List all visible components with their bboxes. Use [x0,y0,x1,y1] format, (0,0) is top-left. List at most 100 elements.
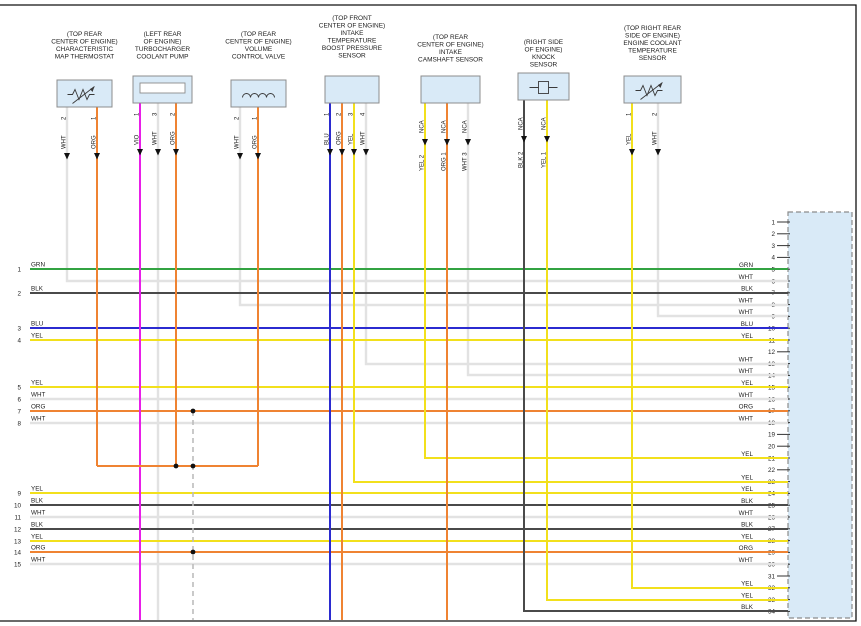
component-location-label: COOLANT PUMP [137,54,189,61]
left-row-number: 14 [14,549,22,556]
left-row-number: 3 [17,325,21,332]
component-location-label: (TOP REAR [433,34,468,41]
connector-wire-color-label: ORG [739,404,753,411]
connector-pin-number: 22 [768,467,776,474]
pin-wire-color-number: YEL 2 [420,154,426,171]
component-box [230,79,287,108]
connector-pin-number: 34 [768,609,776,616]
connector-wire-color-label: WHT [739,297,753,304]
connector-pin-number: 19 [768,432,776,439]
connector-wire-color-label: WHT [739,392,753,399]
pin-number: 3 [349,112,355,116]
coil-symbol [242,93,275,98]
component-location-label: INTAKE [439,49,463,56]
connector-pin-number: 20 [768,444,776,451]
pin-wire-color: ORG [171,131,177,145]
connector-wire-color-label: WHT [739,368,753,375]
component-location-label: CHARACTERISTIC [56,46,113,53]
left-wire-color-label: YEL [31,486,43,493]
component-location-label: VOLUME [245,46,273,53]
wire-valve-wht [238,107,788,307]
wire-direction-arrow-icon [655,149,661,156]
page-frame [0,4,857,622]
pin-wire-color: VIO [135,134,141,145]
wire-direction-arrow-icon [255,153,261,160]
component-location-label: CENTER OF ENGINE) [319,23,385,30]
wire-knock-blk [523,100,788,612]
component-location-label: SENSOR [530,62,558,69]
left-row-number: 4 [17,337,21,344]
left-row-number: 8 [17,420,21,427]
component-location-label: INTAKE [341,30,365,37]
thermistor-symbol [635,84,663,97]
wire-coolant-yel [631,103,788,589]
left-row-number: 13 [14,538,22,545]
pin-wire-color: WHT [235,135,241,149]
pin-wire-color-number: ORG 1 [442,152,448,171]
connector-wire-color-label: WHT [739,274,753,281]
left-wire-color-label: WHT [31,557,45,564]
left-row-number: 6 [17,396,21,403]
component-location-label: BOOST PRESSURE [322,45,383,52]
left-row-number: 15 [14,561,22,568]
pin-wire-color: ORG [92,135,98,149]
component-location-label: CENTER OF ENGINE) [51,39,117,46]
connector-wire-color-label: BLK [741,522,754,529]
pin-number: 1 [325,112,331,116]
pin-wire-color: WHT [361,131,367,145]
left-wire-color-label: ORG [31,404,45,411]
ecm-connector: 12345GRN6WHT7BLK8WHT9WHT10BLU11YEL1213WH… [739,211,853,619]
component-location-label: SENSOR [639,55,667,62]
pin-wire-color: WHT [153,131,159,145]
nca-label: NCA [442,120,448,133]
wire-direction-arrow-icon [465,139,471,146]
pin-wire-color-number: WHT 3 [463,152,469,171]
pin-wire-color: YEL [349,133,355,145]
component-location-label: MAP THERMOSTAT [55,54,114,61]
component-location-label: TEMPERATURE [628,48,677,55]
component-location-label: (TOP RIGHT REAR [624,25,681,32]
connector-wire-color-label: YEL [741,380,753,387]
pin-number: 1 [627,112,633,116]
junction-dot [190,549,196,555]
nca-label: NCA [519,117,525,130]
thermistor-symbol [67,88,95,101]
component-location-label: OF ENGINE) [144,39,182,46]
pin-wire-color: WHT [62,135,68,149]
junction-dot [190,463,196,469]
left-wire-color-label: BLK [31,498,44,505]
left-row-number: 5 [17,384,21,391]
left-row-number: 1 [17,266,21,273]
connector-pin-number: 2 [771,231,775,238]
connector-wire-color-label: WHT [739,309,753,316]
wire-direction-arrow-icon [237,153,243,160]
component-location-label: OF ENGINE) [525,47,563,54]
pin-wire-color-number: YEL 1 [542,151,548,168]
pin-number: 4 [361,112,367,116]
junction-dot [190,408,196,414]
connector-wire-color-label: YEL [741,333,753,340]
wire-direction-arrow-icon [444,139,450,146]
thermistor-arrowhead-icon [90,86,95,92]
connector-pin-number: 31 [768,573,776,580]
wire-direction-arrow-icon [339,149,345,156]
wire-direction-arrow-icon [363,149,369,156]
thermistor-arrowhead-icon [658,82,663,88]
connector-pin-number: 3 [771,243,775,250]
left-wire-color-label: ORG [31,545,45,552]
pin-wire-color: BLU [325,133,331,145]
connector-body [787,211,853,619]
component-location-label: ENGINE COOLANT [623,40,681,47]
pin-number: 3 [153,112,159,116]
left-edge-rows: 1 GRN 2 BLK 3 BLU 4 YEL 5 YEL 6 WHT 7 ORG 8 WHT 9 YEL 10 BL… [14,262,46,569]
wire-boost-yel [353,103,788,483]
component-location-label: TURBOCHARGER [135,46,191,53]
left-row-number: 9 [17,490,21,497]
component-location-label: (RIGHT SIDE [524,39,564,46]
